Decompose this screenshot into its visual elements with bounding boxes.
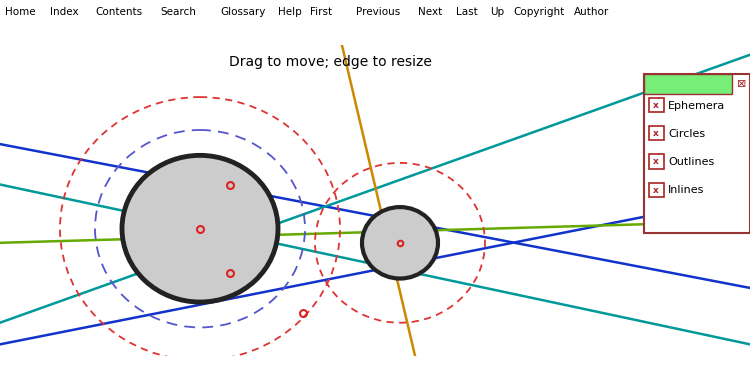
Bar [644,74,750,233]
Text: Glossary: Glossary [220,7,266,17]
Text: Outlines: Outlines [668,157,714,167]
Text: x: x [653,158,658,167]
Text: Ephemera: Ephemera [668,100,725,111]
Text: x: x [653,186,658,195]
Text: Drag to move; edge to resize: Drag to move; edge to resize [229,55,431,69]
Text: Up: Up [490,7,504,17]
Circle shape [362,207,438,279]
Text: Last: Last [456,7,478,17]
Text: Index: Index [50,7,79,17]
Text: x: x [653,101,658,110]
Text: ⊠: ⊠ [736,79,746,89]
Circle shape [122,155,278,302]
Text: Inlines: Inlines [668,185,704,195]
Text: Search: Search [160,7,196,17]
Text: x: x [653,129,658,138]
Text: Home: Home [5,7,36,17]
Text: Next: Next [418,7,442,17]
Text: Circles: Circles [668,129,705,139]
Bar [644,74,732,94]
Text: Help: Help [278,7,302,17]
Text: Contents: Contents [95,7,142,17]
Text: Author: Author [574,7,609,17]
Text: First: First [310,7,332,17]
Text: Previous: Previous [356,7,401,17]
Text: Copyright: Copyright [513,7,564,17]
